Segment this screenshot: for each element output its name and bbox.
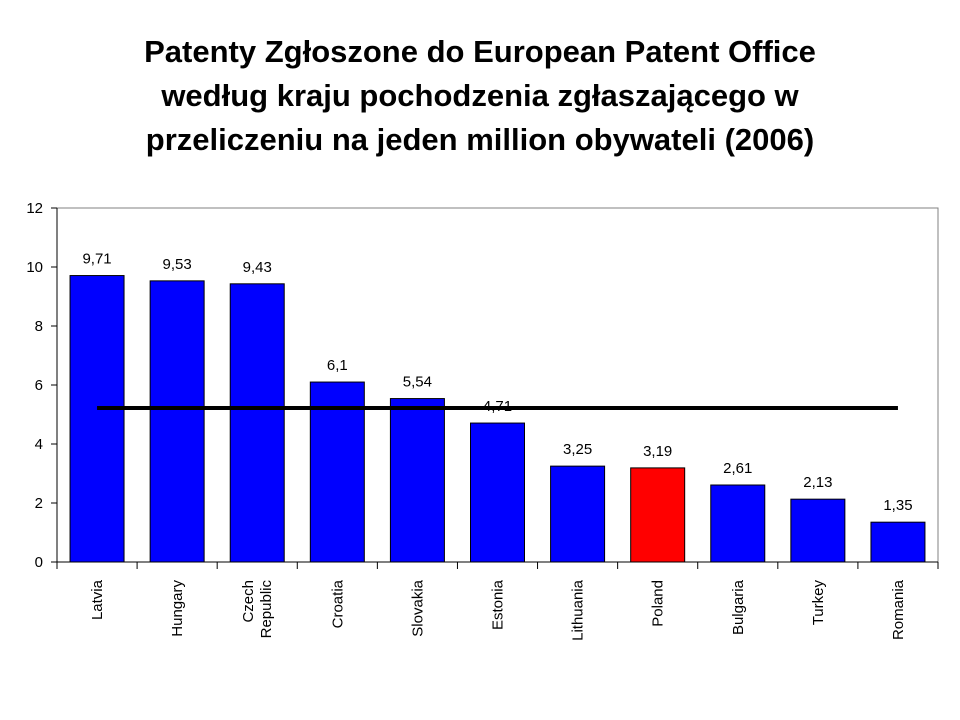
bar-bulgaria [710, 484, 766, 563]
x-category-label: Croatia [329, 579, 346, 628]
bar-hungary [149, 280, 205, 563]
data-label: 9,53 [163, 256, 192, 273]
bar-czech-republic [229, 283, 285, 563]
bar-latvia [69, 275, 125, 563]
bar-turkey [790, 498, 846, 563]
data-label: 9,71 [82, 251, 111, 268]
x-category-label: Lithuania [570, 579, 587, 641]
data-label: 9,43 [243, 259, 272, 276]
data-label: 5,54 [403, 374, 432, 391]
x-category-label: Slovakia [409, 579, 426, 636]
y-tick-label: 2 [35, 495, 43, 512]
data-label: 6,1 [327, 357, 348, 374]
y-tick-label: 10 [26, 259, 43, 276]
x-category-label: Bulgaria [730, 579, 747, 635]
y-tick-label: 8 [35, 318, 43, 335]
data-label: 2,13 [803, 474, 832, 491]
x-category-label: Republic [258, 580, 275, 639]
bar-estonia [470, 422, 525, 563]
y-tick-label: 6 [35, 377, 43, 394]
chart-title: Patenty Zgłoszone do European Patent Off… [0, 30, 960, 162]
data-label: 3,25 [563, 441, 592, 458]
chart-title-line-3: przeliczeniu na jeden million obywateli … [145, 122, 815, 157]
data-label: 3,19 [643, 443, 672, 460]
x-category-label: Turkey [810, 580, 827, 626]
x-category-label: Poland [650, 580, 667, 627]
bar-lithuania [550, 465, 606, 563]
x-category-label: Czech [240, 580, 257, 623]
bar-romania [870, 521, 926, 563]
y-tick-label: 12 [26, 200, 43, 217]
x-category-label: Estonia [490, 579, 507, 630]
y-tick-label: 4 [35, 436, 43, 453]
x-category-label: Romania [890, 579, 907, 640]
chart-title-line-2: według kraju pochodzenia zgłaszającego w [161, 78, 799, 113]
bar-slovakia [389, 398, 445, 563]
x-category-label: Hungary [169, 580, 186, 637]
bar-poland [630, 467, 686, 563]
y-tick-label: 0 [35, 554, 43, 571]
x-category-label: Latvia [89, 579, 106, 620]
bar-croatia [309, 381, 365, 563]
chart-title-line-1: Patenty Zgłoszone do European Patent Off… [144, 34, 816, 69]
data-label: 2,61 [723, 460, 752, 477]
data-label: 1,35 [883, 497, 912, 514]
